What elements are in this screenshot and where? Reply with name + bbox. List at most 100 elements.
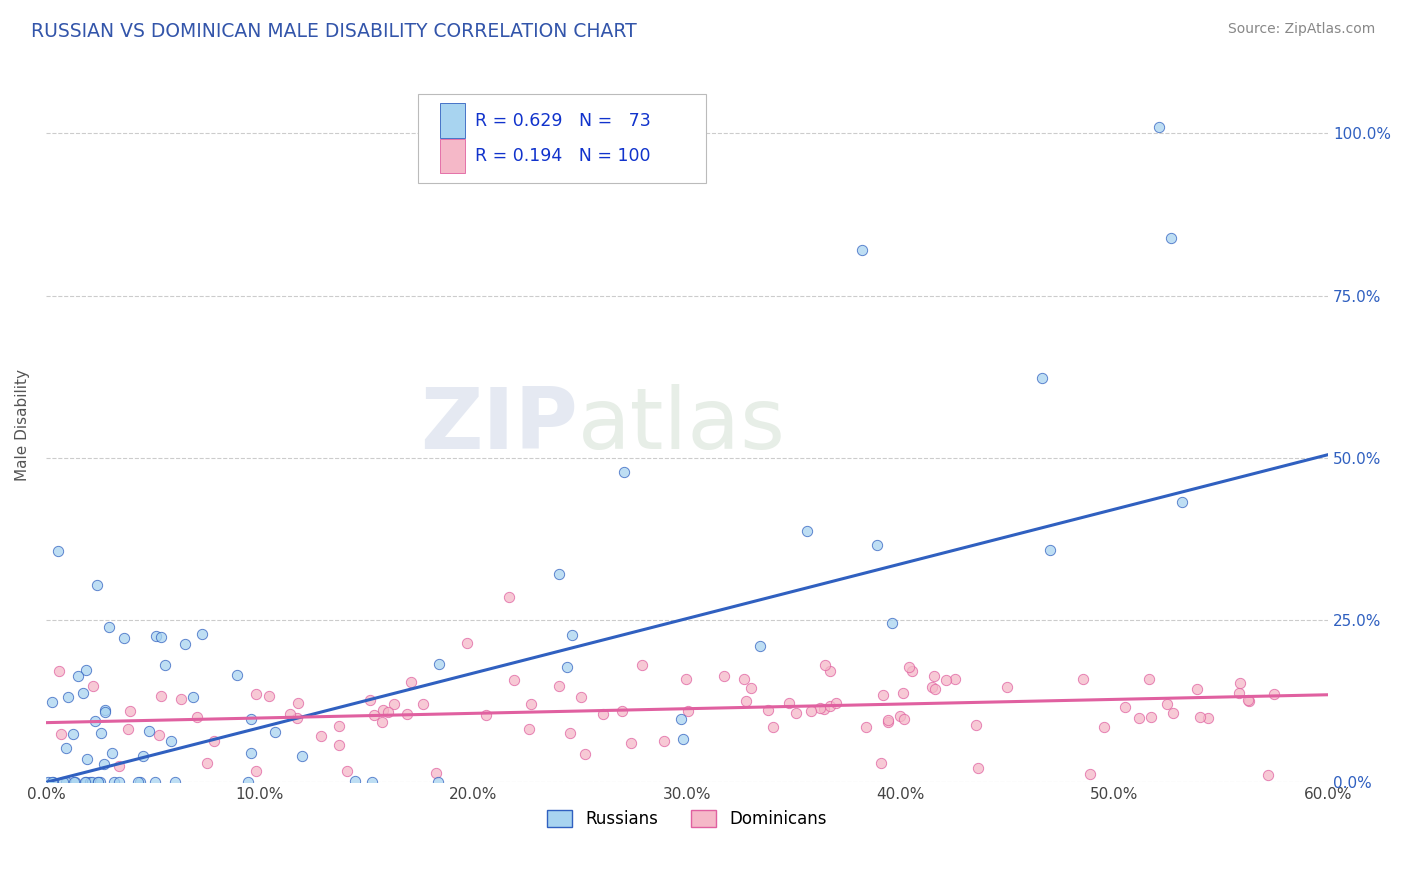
Point [240, 746, 263, 760]
Point [174, 637, 197, 651]
Point [52, 775, 75, 789]
Point [98, 620, 121, 634]
Point [1092, 720, 1115, 734]
Point [498, 591, 520, 605]
Point [80, 775, 103, 789]
Point [1071, 672, 1094, 686]
Point [922, 669, 945, 683]
Point [924, 681, 946, 696]
Point [82, 679, 104, 693]
Point [363, 707, 385, 722]
Point [1114, 700, 1136, 714]
Point [90, 726, 112, 740]
Point [825, 696, 848, 710]
Point [877, 715, 900, 730]
Point [41, 775, 63, 789]
Point [120, 704, 142, 718]
Point [733, 672, 755, 686]
Point [872, 688, 894, 702]
Point [897, 659, 920, 673]
Point [756, 703, 779, 717]
Point [117, 722, 139, 736]
Point [814, 657, 837, 672]
Point [935, 673, 957, 688]
Point [263, 724, 285, 739]
Point [882, 615, 904, 630]
Point [245, 687, 267, 701]
Point [160, 733, 183, 747]
Point [560, 726, 582, 740]
Point [79, 775, 101, 789]
Point [328, 719, 350, 733]
Point [107, 775, 129, 789]
Point [343, 774, 366, 789]
Point [574, 747, 596, 761]
Point [86, 775, 108, 789]
Point [877, 714, 900, 728]
Text: ZIP: ZIP [420, 384, 578, 467]
Point [373, 703, 395, 717]
Point [153, 657, 176, 672]
Point [631, 658, 654, 673]
Point [456, 636, 478, 650]
Point [75, 663, 97, 677]
Point [245, 764, 267, 778]
Point [287, 696, 309, 710]
Point [399, 675, 422, 690]
Point [671, 731, 693, 746]
Point [1147, 120, 1170, 134]
Point [900, 664, 922, 678]
Point [740, 681, 762, 696]
Point [808, 701, 831, 715]
Point [503, 673, 526, 687]
Point [425, 766, 447, 780]
Point [818, 698, 841, 713]
Point [1197, 711, 1219, 725]
Point [1128, 711, 1150, 725]
Point [1189, 710, 1212, 724]
Point [800, 704, 823, 718]
Point [1227, 686, 1250, 700]
Point [94, 705, 117, 719]
Point [517, 723, 540, 737]
Point [613, 465, 636, 479]
Point [891, 686, 914, 700]
Point [129, 775, 152, 789]
Point [1156, 697, 1178, 711]
Point [520, 697, 543, 711]
FancyBboxPatch shape [440, 103, 465, 137]
Point [48, 664, 70, 678]
Point [145, 629, 167, 643]
Point [785, 706, 807, 720]
Point [291, 748, 314, 763]
Point [86, 578, 108, 592]
Point [820, 664, 842, 678]
Point [475, 707, 498, 722]
Point [893, 712, 915, 726]
Point [89, 775, 111, 789]
Point [181, 690, 204, 704]
Point [1039, 543, 1062, 558]
Point [377, 705, 399, 719]
Point [62, 727, 84, 741]
Point [547, 566, 569, 581]
Point [328, 738, 350, 752]
Text: RUSSIAN VS DOMINICAN MALE DISABILITY CORRELATION CHART: RUSSIAN VS DOMINICAN MALE DISABILITY COR… [31, 22, 637, 41]
Point [336, 764, 359, 778]
Point [73, 775, 96, 789]
Point [713, 669, 735, 683]
Point [1257, 768, 1279, 782]
Point [1031, 371, 1053, 385]
Point [1229, 676, 1251, 690]
Point [132, 748, 155, 763]
Point [361, 775, 384, 789]
Point [240, 712, 263, 726]
Point [37, 775, 59, 789]
Point [257, 689, 280, 703]
Point [870, 756, 893, 771]
Point [62, 775, 84, 789]
Point [75, 775, 97, 789]
Point [55, 775, 77, 789]
Point [851, 244, 873, 258]
Point [226, 668, 249, 682]
